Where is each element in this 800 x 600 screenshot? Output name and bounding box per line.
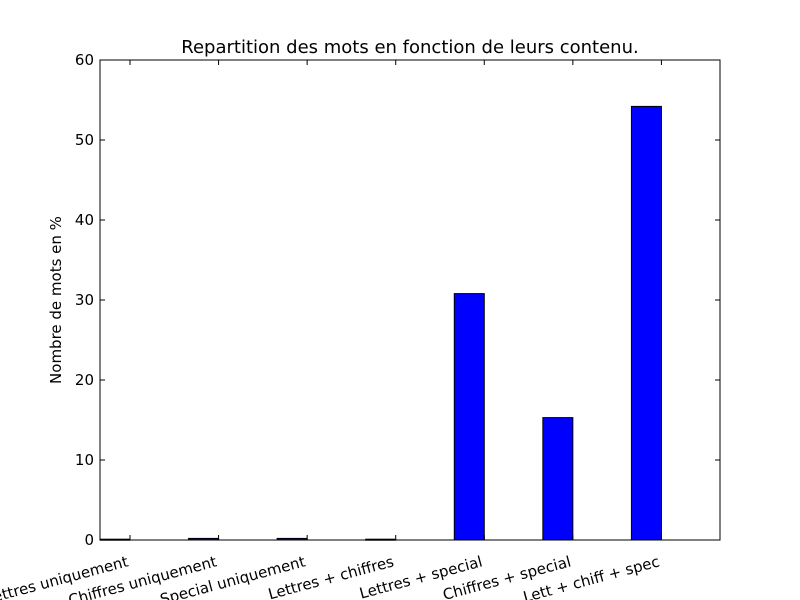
y-axis-label: Nombre de mots en %: [47, 216, 65, 384]
chart-title: Repartition des mots en fonction de leur…: [181, 37, 638, 58]
bars-layer: [99, 105, 662, 541]
y-tick-label: 20: [75, 371, 94, 389]
y-tick-label: 10: [75, 451, 94, 469]
y-tick-label: 30: [75, 291, 94, 309]
bar-7: [630, 105, 662, 541]
plot-frame: [99, 59, 721, 541]
bar-6: [542, 417, 574, 541]
y-tick-label: 0: [84, 531, 94, 549]
y-tick-label: 50: [75, 131, 94, 149]
y-tick-label: 40: [75, 211, 94, 229]
bar-5: [453, 293, 485, 541]
y-axis: 0 10 20 30 40 50 60: [75, 51, 720, 549]
y-tick-label: 60: [75, 51, 94, 69]
